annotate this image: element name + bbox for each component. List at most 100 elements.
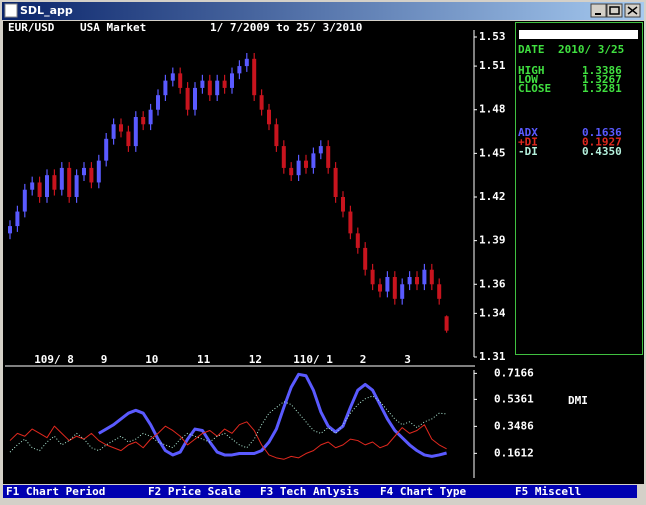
indicator-line <box>98 372 447 458</box>
price-value: 1.3267 <box>582 73 622 86</box>
price-label: CLOSE <box>518 82 551 95</box>
candle-body <box>355 233 360 248</box>
candle-body <box>193 87 197 110</box>
candle-body <box>45 175 49 197</box>
info-bar <box>519 30 638 39</box>
x-tick-label: 9 <box>101 353 108 366</box>
y-tick-label: 1.45 <box>479 146 506 159</box>
indicator-label: -DI <box>518 145 538 158</box>
candle-body <box>111 124 116 139</box>
indicator-label: +DI <box>518 136 538 149</box>
candle-body <box>148 109 153 125</box>
candle-body <box>133 117 138 147</box>
candle-body <box>422 269 427 285</box>
candle-body <box>170 73 175 81</box>
app-icon <box>4 3 18 18</box>
candle-body <box>82 167 86 176</box>
menu-item[interactable]: F4 Chart Type <box>380 485 466 498</box>
y-tick-label: 1.42 <box>479 190 506 203</box>
candle-body <box>156 95 160 110</box>
candle-body <box>163 80 168 96</box>
candle-body <box>267 109 271 125</box>
candle-body <box>311 153 316 168</box>
date-range: 1/ 7/2009 to 25/ 3/2010 <box>210 21 362 34</box>
candle-body <box>200 80 205 88</box>
indicator-value: 0.4350 <box>582 145 622 158</box>
candle-body <box>230 73 234 88</box>
candle-body <box>185 87 190 110</box>
symbol: EUR/USD <box>8 21 55 34</box>
y-tick-label: 1.53 <box>479 30 506 43</box>
candle-body <box>252 58 257 96</box>
info-panel <box>515 22 643 355</box>
x-tick-label: 10 <box>145 353 158 366</box>
candle-body <box>407 277 412 285</box>
candle-body <box>444 316 449 331</box>
x-tick-label: 110/ 1 <box>293 353 333 366</box>
candle-body <box>244 58 249 67</box>
candle-body <box>318 146 323 154</box>
candle-body <box>222 80 227 88</box>
candle-body <box>341 197 345 212</box>
y-tick-label: 1.51 <box>479 59 506 72</box>
indicator-title: DMI <box>568 394 588 407</box>
y-tick-label: 1.39 <box>479 234 506 247</box>
price-label: HIGH <box>518 64 545 77</box>
x-tick-label: 12 <box>249 353 262 366</box>
candle-body <box>237 66 242 74</box>
candle-body <box>333 167 338 197</box>
y-tick-label: 0.5361 <box>494 392 534 405</box>
x-tick-label: 109/ 8 <box>34 353 74 366</box>
menu-bar <box>3 485 637 498</box>
candle-body <box>378 284 382 292</box>
candle-body <box>215 80 220 96</box>
candle-body <box>22 189 27 212</box>
y-tick-label: 0.1612 <box>494 446 534 459</box>
window-buttons[interactable] <box>590 3 641 18</box>
menu-item[interactable]: F3 Tech Anlysis <box>260 485 359 498</box>
candle-body <box>74 175 79 197</box>
candle-body <box>141 117 146 125</box>
candle-body <box>8 226 12 234</box>
candle-body <box>429 269 434 285</box>
indicator-line <box>9 395 447 453</box>
candle-body <box>37 182 42 197</box>
title-bar <box>2 2 644 20</box>
candle-body <box>348 211 353 234</box>
y-tick-label: 0.7166 <box>494 366 534 379</box>
candle-body <box>259 95 264 110</box>
x-tick-label: 2 <box>360 353 367 366</box>
candle-body <box>59 167 64 190</box>
candle-body <box>126 131 131 147</box>
price-value: 1.3281 <box>582 82 622 95</box>
date-label: DATE <box>518 43 545 56</box>
menu-item[interactable]: F2 Price Scale <box>148 485 241 498</box>
y-tick-label: 1.31 <box>479 350 506 363</box>
x-tick-label: 3 <box>404 353 411 366</box>
candle-body <box>304 160 308 168</box>
candle-body <box>15 211 20 227</box>
x-tick-label: 11 <box>197 353 211 366</box>
y-tick-label: 1.48 <box>479 103 506 116</box>
icon <box>627 6 638 15</box>
candle-body <box>415 277 419 285</box>
menu-item[interactable]: F1 Chart Period <box>6 485 105 498</box>
minimize-button[interactable] <box>590 3 607 18</box>
candle-body <box>96 160 101 183</box>
indicator-line <box>9 421 447 460</box>
indicator-value: 0.1636 <box>582 126 622 139</box>
menu-item[interactable]: F5 Miscell <box>515 485 581 498</box>
price-value: 1.3386 <box>582 64 622 77</box>
candle-body <box>392 277 397 299</box>
candle-body <box>326 146 331 168</box>
candle-body <box>67 167 72 197</box>
candle-body <box>178 73 183 88</box>
window-title: SDL_app <box>20 4 73 17</box>
candle-body <box>281 146 286 168</box>
candle-body <box>437 284 442 299</box>
candle-body <box>296 160 301 176</box>
market: USA Market <box>80 21 146 34</box>
candle-body <box>30 182 35 190</box>
